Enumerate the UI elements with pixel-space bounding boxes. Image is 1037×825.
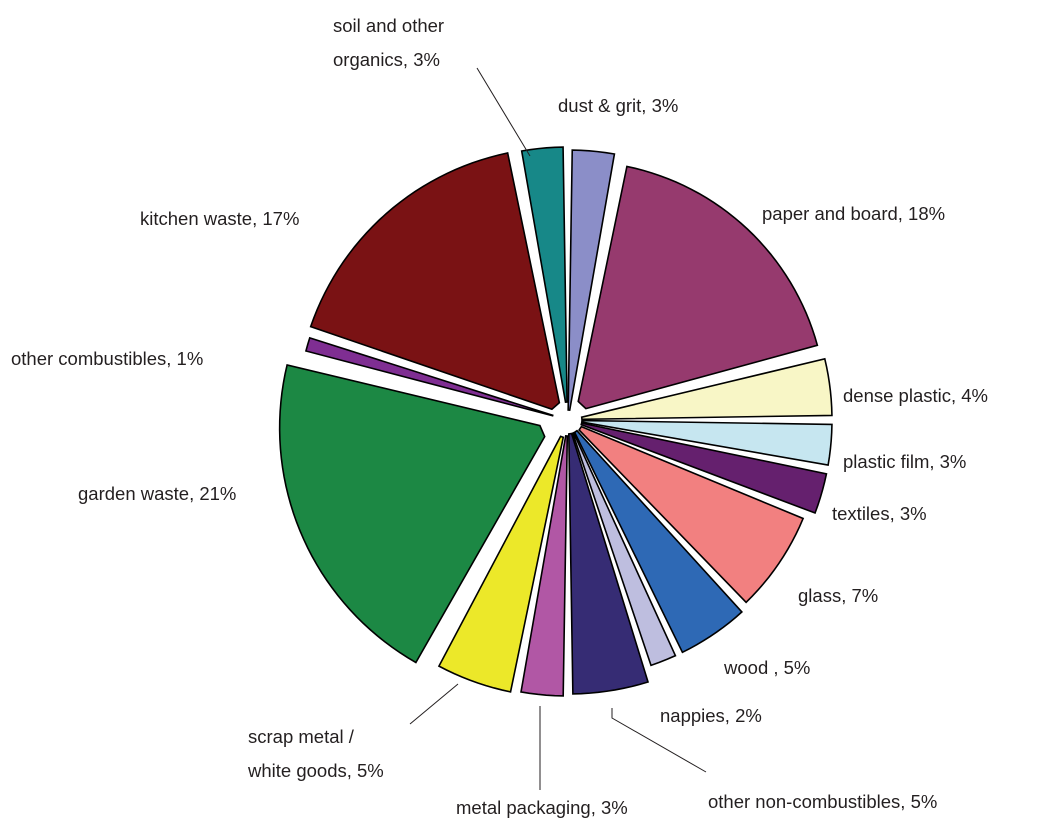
pie-slices — [278, 146, 833, 697]
slice-dust-grit — [567, 149, 616, 412]
slice-nappies — [571, 431, 677, 667]
slice-label-line: garden waste, 21% — [78, 483, 236, 504]
slice-scrap-metal-white-goods — [437, 435, 565, 693]
slice-glass — [578, 425, 805, 604]
slice-label-other-combustibles: other combustibles, 1% — [11, 348, 203, 369]
leader-line-soil-and-other-organics — [476, 67, 531, 157]
slice-label-textiles: textiles, 3% — [832, 503, 927, 524]
slice-textiles — [580, 422, 828, 515]
slice-label-kitchen-waste: kitchen waste, 17% — [140, 208, 299, 229]
slice-label-line: other non-combustibles, 5% — [708, 791, 937, 812]
slice-plastic-film — [580, 419, 833, 467]
slice-label-line: paper and board, 18% — [762, 203, 945, 224]
slice-label-line: textiles, 3% — [832, 503, 927, 524]
leader-line-scrap-metal-white-goods — [409, 683, 459, 725]
slice-label-line: metal packaging, 3% — [456, 797, 628, 818]
slice-label-glass: glass, 7% — [798, 585, 878, 606]
slice-label-dust-grit: dust & grit, 3% — [558, 95, 678, 116]
slice-label-line: other combustibles, 1% — [11, 348, 203, 369]
slice-label-line: wood , 5% — [723, 657, 810, 678]
slice-label-line: plastic film, 3% — [843, 451, 966, 472]
leader-lines — [409, 67, 707, 790]
slice-label-line: scrap metal / — [248, 726, 355, 747]
slice-label-dense-plastic: dense plastic, 4% — [843, 385, 988, 406]
slice-label-line: soil and other — [333, 15, 444, 36]
slice-label-plastic-film: plastic film, 3% — [843, 451, 966, 472]
slice-kitchen-waste — [309, 152, 561, 411]
slice-other-combustibles — [304, 336, 554, 417]
slice-soil-and-other-organics — [520, 146, 568, 404]
slice-label-garden-waste: garden waste, 21% — [78, 483, 236, 504]
slice-label-paper-and-board: paper and board, 18% — [762, 203, 945, 224]
slice-label-line: kitchen waste, 17% — [140, 208, 299, 229]
slice-label-line: white goods, 5% — [247, 760, 384, 781]
slice-metal-packaging — [520, 434, 569, 697]
slice-label-line: nappies, 2% — [660, 705, 762, 726]
slice-dense-plastic — [580, 357, 833, 421]
slice-label-line: organics, 3% — [333, 49, 440, 70]
slice-label-line: dust & grit, 3% — [558, 95, 678, 116]
slice-wood — [573, 429, 744, 654]
slice-garden-waste — [278, 363, 546, 664]
slice-label-line: dense plastic, 4% — [843, 385, 988, 406]
slice-label-wood: wood , 5% — [723, 657, 810, 678]
slice-paper-and-board — [577, 165, 819, 410]
slice-label-metal-packaging: metal packaging, 3% — [456, 797, 628, 818]
slice-other-non-combustibles — [567, 432, 650, 695]
slice-label-soil-and-other-organics: soil and other organics, 3% — [333, 15, 444, 70]
slice-label-other-non-combustibles: other non-combustibles, 5% — [708, 791, 937, 812]
slice-label-nappies: nappies, 2% — [660, 705, 762, 726]
slice-label-line: glass, 7% — [798, 585, 878, 606]
slice-labels: dust & grit, 3% paper and board, 18% dense… — [11, 15, 988, 818]
slice-label-scrap-metal-white-goods: scrap metal / white goods, 5% — [247, 726, 384, 781]
leader-line-other-non-combustibles — [611, 708, 707, 773]
